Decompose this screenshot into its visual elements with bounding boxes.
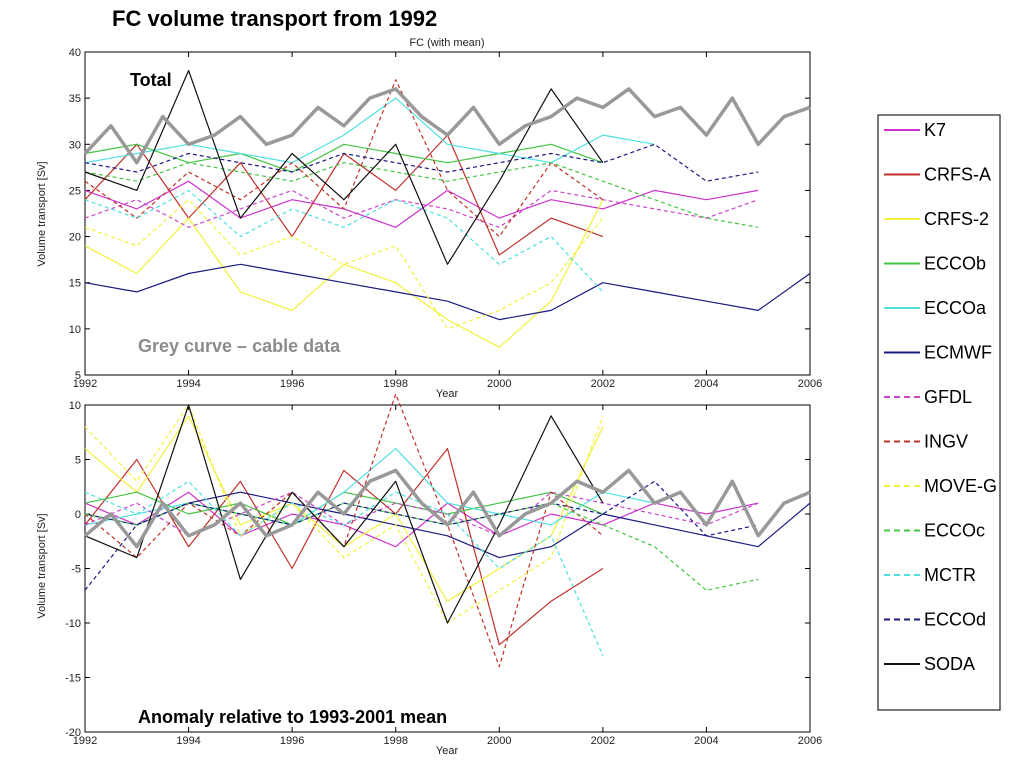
top-x-tick-label: 2002 — [591, 378, 615, 390]
top-series-k7 — [84, 180, 759, 228]
top-series-gfdl — [84, 189, 759, 228]
top-y-tick-label: 15 — [69, 278, 81, 290]
top-series-eccod — [84, 143, 759, 182]
bottom-series-k7 — [84, 491, 759, 548]
top-y-tick-label: 40 — [69, 47, 81, 59]
bottom-y-tick-label: 0 — [75, 509, 81, 521]
bottom-x-axis-label: Year — [436, 745, 459, 757]
bottom-series-mctr — [84, 480, 604, 656]
top-x-tick-label: 2004 — [694, 378, 718, 390]
bottom-x-tick-label: 2002 — [591, 735, 615, 747]
top-y-tick-label: 30 — [69, 139, 81, 151]
legend-label: CRFS-A — [924, 165, 991, 185]
top-plot-frame — [84, 51, 811, 376]
legend-label: K7 — [924, 120, 946, 140]
legend-item: MOVE-G — [884, 476, 997, 496]
legend-label: CRFS-2 — [924, 209, 989, 229]
bottom-x-tick-label: 1992 — [73, 735, 97, 747]
bottom-series-eccod — [84, 480, 759, 591]
top-x-tick-label: 1992 — [73, 378, 97, 390]
bottom-y-tick-label: 5 — [75, 455, 81, 467]
top-annotation-cable: Grey curve – cable data — [138, 336, 341, 356]
top-series-mctr — [84, 189, 604, 293]
legend-item: ECCOa — [884, 298, 987, 318]
legend-item: INGV — [884, 432, 968, 452]
top-chart-title: FC (with mean) — [409, 37, 484, 49]
legend-label: ECCOc — [924, 521, 985, 541]
bottom-annotation-anomaly: Anomaly relative to 1993-2001 mean — [138, 707, 447, 727]
top-y-axis-label: Volume transport [Sv] — [36, 161, 48, 266]
top-x-axis-label: Year — [436, 388, 459, 400]
legend-label: ECCOa — [924, 298, 987, 318]
top-x-tick-label: 1998 — [383, 378, 407, 390]
legend-label: MCTR — [924, 565, 976, 585]
bottom-x-tick-label: 2006 — [798, 735, 822, 747]
top-y-tick-label: 20 — [69, 232, 81, 244]
top-y-tick-label: 35 — [69, 93, 81, 105]
legend-item: ECCOb — [884, 254, 986, 274]
legend-item: CRFS-2 — [884, 209, 989, 229]
legend-item: CRFS-A — [884, 165, 991, 185]
bottom-x-tick-label: 1998 — [383, 735, 407, 747]
bottom-series-soda — [84, 404, 604, 624]
top-x-tick-label: 2000 — [487, 378, 511, 390]
legend-item: ECCOd — [884, 610, 986, 630]
legend-box — [877, 114, 1001, 711]
bottom-y-tick-label: -5 — [71, 564, 81, 576]
legend-label: ECCOb — [924, 254, 986, 274]
top-series-ecmwf — [84, 263, 811, 321]
top-series-eccoc — [84, 162, 759, 228]
top-series-move-g — [84, 199, 604, 330]
legend-item: SODA — [884, 654, 975, 674]
legend-label: SODA — [924, 654, 975, 674]
bottom-y-axis-label: Volume transport [Sv] — [36, 513, 48, 618]
bottom-x-tick-label: 2004 — [694, 735, 718, 747]
bottom-y-tick-label: 10 — [69, 400, 81, 412]
legend-item: MCTR — [884, 565, 976, 585]
bottom-series-cable-data — [83, 468, 811, 549]
legend-item: K7 — [884, 120, 946, 140]
bottom-y-tick-label: -20 — [65, 727, 81, 739]
top-series-ingv — [84, 79, 604, 238]
top-series-eccoa — [84, 97, 655, 164]
bottom-y-tick-label: -15 — [65, 673, 81, 685]
legend-label: MOVE-G — [924, 476, 997, 496]
legend-label: ECCOd — [924, 610, 986, 630]
bottom-series-ingv — [84, 393, 604, 668]
bottom-series-move-g — [84, 404, 604, 624]
legend-item: GFDL — [884, 387, 972, 407]
legend-item: ECMWF — [884, 343, 992, 363]
top-y-tick-label: 5 — [75, 370, 81, 382]
bottom-x-tick-label: 1996 — [280, 735, 304, 747]
bottom-series-gfdl — [84, 491, 759, 537]
bottom-x-tick-label: 2000 — [487, 735, 511, 747]
top-x-tick-label: 1994 — [176, 378, 200, 390]
top-x-tick-label: 2006 — [798, 378, 822, 390]
bottom-series-eccoc — [84, 502, 759, 591]
legend-label: GFDL — [924, 387, 972, 407]
top-y-tick-label: 10 — [69, 324, 81, 336]
legend-label: ECMWF — [924, 343, 992, 363]
top-series-soda — [84, 69, 604, 265]
top-y-tick-label: 25 — [69, 185, 81, 197]
bottom-plot-frame — [84, 404, 811, 733]
top-series-crfs-2 — [84, 199, 604, 348]
legend-item: ECCOc — [884, 521, 985, 541]
legend-label: INGV — [924, 432, 968, 452]
slide-title: FC volume transport from 1992 — [112, 6, 438, 31]
bottom-y-tick-label: -10 — [65, 618, 81, 630]
top-series-cable-data — [83, 87, 811, 165]
top-x-tick-label: 1996 — [280, 378, 304, 390]
bottom-series-crfs-a — [84, 448, 604, 646]
bottom-x-tick-label: 1994 — [176, 735, 200, 747]
top-annotation-total: Total — [130, 70, 172, 90]
